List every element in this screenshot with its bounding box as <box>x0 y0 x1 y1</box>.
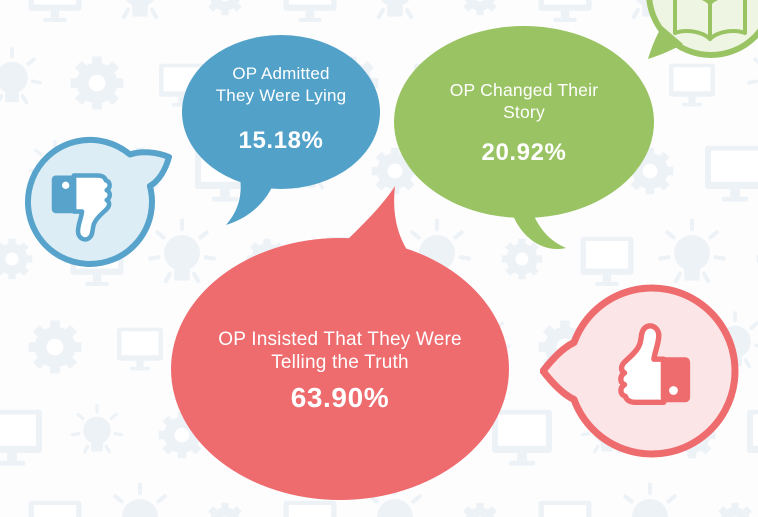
bubble-tail <box>226 165 276 225</box>
lightbulb-icon <box>0 47 43 105</box>
bubble-value-admitted: 15.18% <box>238 127 324 154</box>
monitor-icon <box>705 145 758 202</box>
badge-bubble-tail <box>648 26 683 59</box>
hand-outline <box>618 323 667 405</box>
hand-outline <box>71 173 112 242</box>
gear-icon <box>463 0 497 16</box>
gear-icon <box>501 238 543 280</box>
lightbulb-icon <box>113 482 167 517</box>
cuff <box>660 357 691 403</box>
bubble-body <box>394 26 654 218</box>
label-line: Telling the Truth <box>271 352 409 373</box>
bubble-label-insisted: OP Insisted That They Were Telling the T… <box>171 328 509 374</box>
monitor-icon <box>747 409 758 453</box>
monitor-icon <box>580 236 634 287</box>
bubble-label-changed: OP Changed Their Story <box>394 79 654 123</box>
monitor-icon <box>538 0 592 23</box>
cuff <box>51 175 77 214</box>
gear-icon <box>718 502 752 517</box>
gear-icon <box>0 238 33 280</box>
lightbulb-icon <box>147 218 217 284</box>
monitor-icon <box>0 409 42 466</box>
book-left-page <box>673 0 712 41</box>
label-line: OP Admitted <box>232 64 330 83</box>
thumbs-down-icon <box>51 173 112 242</box>
gear-icon <box>208 502 242 517</box>
gear-icon <box>28 320 82 374</box>
gear-icon <box>208 0 242 16</box>
monitor-icon <box>283 0 337 23</box>
label-line: OP Insisted That They Were <box>218 329 462 350</box>
thumbs-up-icon <box>618 323 691 405</box>
bubble-tail <box>512 206 566 250</box>
gear-icon <box>463 502 497 517</box>
label-line: They Were Lying <box>215 86 347 105</box>
cuff-button <box>669 386 678 395</box>
lightbulb-icon <box>657 218 727 284</box>
speech-bubble-insisted <box>171 186 509 500</box>
cuff-button <box>61 181 70 190</box>
lightbulb-icon <box>70 403 124 454</box>
lightbulb-icon <box>121 0 159 20</box>
bubble-value-insisted: 63.90% <box>290 382 390 413</box>
lightbulb-icon <box>623 482 677 517</box>
bubble-value-changed: 20.92% <box>481 139 567 166</box>
monitor-icon <box>117 327 163 371</box>
label-line: OP Changed Their <box>449 80 599 100</box>
label-line: Story <box>503 102 545 122</box>
monitor-icon <box>538 500 592 517</box>
monitor-icon <box>283 500 337 517</box>
open-book-icon <box>673 0 747 41</box>
gear-icon <box>371 147 419 195</box>
bubble-body <box>171 238 509 500</box>
speech-bubble-admitted <box>182 35 380 225</box>
monitor-icon <box>492 409 552 466</box>
speech-bubble-changed <box>394 26 654 250</box>
book-right-page <box>708 0 747 41</box>
bubble-tail <box>339 186 411 256</box>
monitor-icon <box>28 500 82 517</box>
bubble-label-admitted: OP Admitted They Were Lying <box>182 63 380 107</box>
lightbulb-icon <box>376 0 414 20</box>
monitor-icon <box>28 0 82 23</box>
gear-icon <box>70 56 124 110</box>
bubble-body <box>182 35 380 189</box>
monitor-icon <box>669 63 715 107</box>
